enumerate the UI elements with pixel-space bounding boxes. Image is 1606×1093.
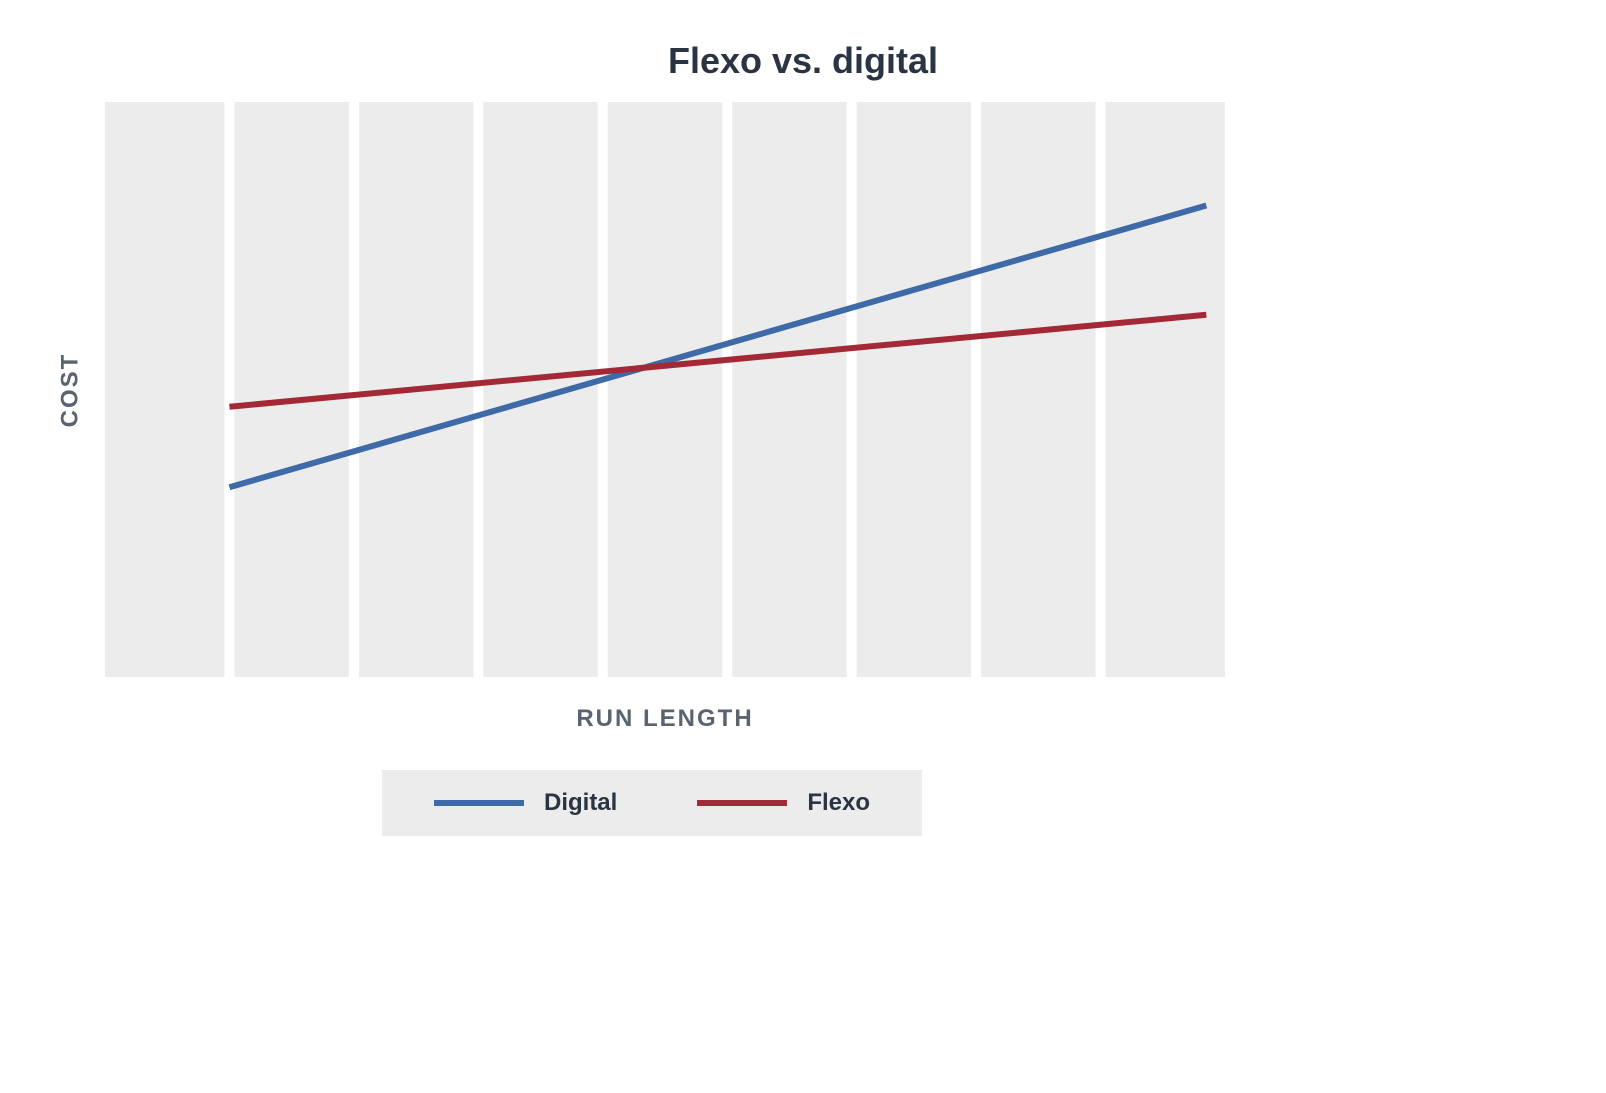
chart-container: Flexo vs. digital COST RUN LENGTH Digita… bbox=[0, 0, 1606, 1093]
grid-gap bbox=[473, 102, 483, 677]
grid-gap bbox=[722, 102, 732, 677]
legend-item-digital: Digital bbox=[434, 789, 617, 817]
legend-swatch bbox=[434, 800, 524, 806]
grid-gap bbox=[224, 102, 234, 677]
x-axis-label: RUN LENGTH bbox=[105, 705, 1225, 733]
y-axis-label-container: COST bbox=[50, 102, 90, 677]
grid-gap bbox=[598, 102, 608, 677]
legend-label: Flexo bbox=[807, 789, 870, 817]
grid-gap bbox=[971, 102, 981, 677]
legend-label: Digital bbox=[544, 789, 617, 817]
grid-gap bbox=[349, 102, 359, 677]
legend: Digital Flexo bbox=[382, 770, 922, 836]
legend-item-flexo: Flexo bbox=[697, 789, 870, 817]
plot-area bbox=[105, 102, 1225, 677]
plot-background bbox=[105, 102, 1225, 677]
grid-gap bbox=[1096, 102, 1106, 677]
y-axis-label: COST bbox=[56, 352, 84, 427]
legend-swatch bbox=[697, 800, 787, 806]
chart-title: Flexo vs. digital bbox=[0, 40, 1606, 82]
plot-svg bbox=[105, 102, 1225, 677]
grid-gap bbox=[847, 102, 857, 677]
